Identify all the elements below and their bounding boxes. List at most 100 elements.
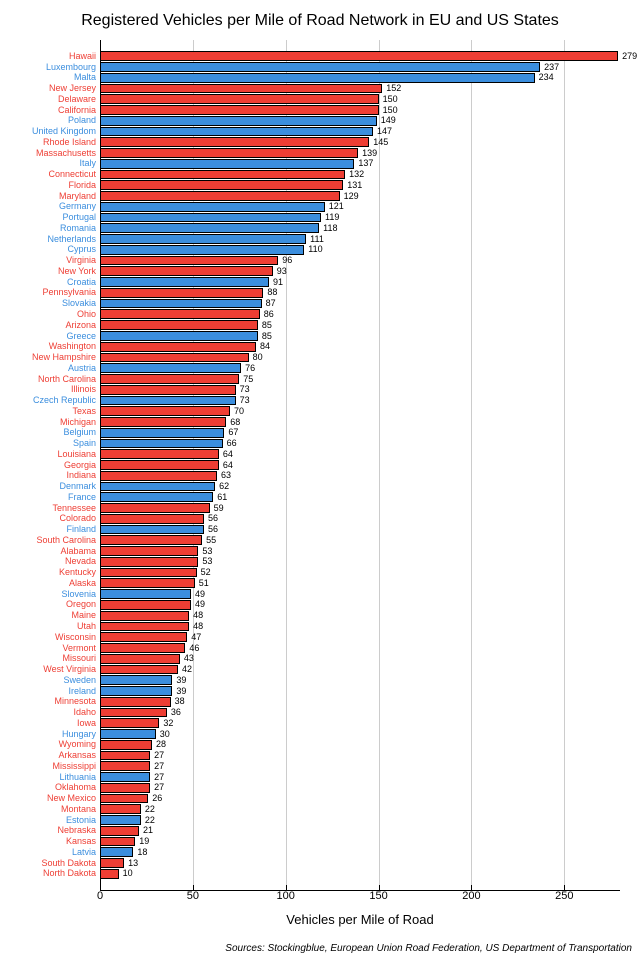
y-axis-label: Slovenia xyxy=(0,589,96,600)
bar-row: Sweden39 xyxy=(100,675,620,686)
y-axis-label: Georgia xyxy=(0,460,96,471)
bar xyxy=(100,869,119,879)
value-label: 19 xyxy=(139,836,149,847)
bar-row: Denmark62 xyxy=(100,481,620,492)
bar-row: Idaho36 xyxy=(100,707,620,718)
y-axis-label: Tennessee xyxy=(0,503,96,514)
y-axis-label: Hungary xyxy=(0,729,96,740)
bar xyxy=(100,342,256,352)
value-label: 76 xyxy=(245,363,255,374)
y-axis-label: Estonia xyxy=(0,815,96,826)
bar xyxy=(100,105,379,115)
value-label: 62 xyxy=(219,481,229,492)
bar xyxy=(100,471,217,481)
bar-row: Wyoming28 xyxy=(100,739,620,750)
x-tick-label: 200 xyxy=(462,890,480,902)
y-axis-label: United Kingdom xyxy=(0,126,96,137)
value-label: 279 xyxy=(622,51,637,62)
bar-row: Pennsylvania88 xyxy=(100,287,620,298)
bar-row: Cyprus110 xyxy=(100,244,620,255)
value-label: 73 xyxy=(240,395,250,406)
y-axis-label: New Hampshire xyxy=(0,352,96,363)
value-label: 48 xyxy=(193,621,203,632)
y-axis-label: Arizona xyxy=(0,320,96,331)
bar-row: Maryland129 xyxy=(100,191,620,202)
value-label: 56 xyxy=(208,524,218,535)
bar xyxy=(100,396,236,406)
y-axis-label: Illinois xyxy=(0,384,96,395)
value-label: 36 xyxy=(171,707,181,718)
bar-row: Finland56 xyxy=(100,524,620,535)
value-label: 150 xyxy=(383,94,398,105)
bar-row: Romania118 xyxy=(100,223,620,234)
bar xyxy=(100,116,377,126)
value-label: 55 xyxy=(206,535,216,546)
y-axis-label: Montana xyxy=(0,804,96,815)
bar-row: Nebraska21 xyxy=(100,825,620,836)
y-axis-label: Kentucky xyxy=(0,567,96,578)
y-axis-label: Slovakia xyxy=(0,298,96,309)
bar-row: Hungary30 xyxy=(100,729,620,740)
bar xyxy=(100,127,373,137)
bar xyxy=(100,223,319,233)
bar-row: North Carolina75 xyxy=(100,374,620,385)
bar xyxy=(100,643,185,653)
bar xyxy=(100,256,278,266)
bar-row: Belgium67 xyxy=(100,427,620,438)
bar-row: South Dakota13 xyxy=(100,858,620,869)
y-axis-label: Minnesota xyxy=(0,696,96,707)
bar-row: Indiana63 xyxy=(100,470,620,481)
value-label: 111 xyxy=(310,234,324,245)
value-label: 47 xyxy=(191,632,201,643)
y-axis-label: Germany xyxy=(0,201,96,212)
y-axis-label: Belgium xyxy=(0,427,96,438)
bar-row: Connecticut132 xyxy=(100,169,620,180)
value-label: 10 xyxy=(123,868,133,879)
bar-row: France61 xyxy=(100,492,620,503)
value-label: 150 xyxy=(383,105,398,116)
value-label: 53 xyxy=(202,556,212,567)
x-tick-label: 100 xyxy=(277,890,295,902)
y-axis-label: South Carolina xyxy=(0,535,96,546)
bar-row: Hawaii279 xyxy=(100,51,620,62)
value-label: 67 xyxy=(228,427,238,438)
value-label: 152 xyxy=(386,83,401,94)
value-label: 13 xyxy=(128,858,138,869)
bar-row: Lithuania27 xyxy=(100,772,620,783)
bar-row: Mississippi27 xyxy=(100,761,620,772)
bar-row: Montana22 xyxy=(100,804,620,815)
bar-row: Texas70 xyxy=(100,406,620,417)
bar xyxy=(100,578,195,588)
bar xyxy=(100,718,159,728)
value-label: 49 xyxy=(195,589,205,600)
bar-row: Arkansas27 xyxy=(100,750,620,761)
bar-row: Rhode Island145 xyxy=(100,137,620,148)
value-label: 129 xyxy=(344,191,359,202)
y-axis-label: New Jersey xyxy=(0,83,96,94)
bar-row: North Dakota10 xyxy=(100,868,620,879)
value-label: 49 xyxy=(195,599,205,610)
bar xyxy=(100,73,535,83)
value-label: 96 xyxy=(282,255,292,266)
bar-row: Ireland39 xyxy=(100,686,620,697)
bar-row: Croatia91 xyxy=(100,277,620,288)
bar xyxy=(100,202,325,212)
y-axis-label: Sweden xyxy=(0,675,96,686)
bar-row: Poland149 xyxy=(100,115,620,126)
bar-row: California150 xyxy=(100,105,620,116)
bar xyxy=(100,353,249,363)
bar-row: Michigan68 xyxy=(100,417,620,428)
y-axis-label: Connecticut xyxy=(0,169,96,180)
bar-row: New Hampshire80 xyxy=(100,352,620,363)
bar-row: Virginia96 xyxy=(100,255,620,266)
bar-row: Oregon49 xyxy=(100,599,620,610)
y-axis-label: Kansas xyxy=(0,836,96,847)
sources-text: Sources: Stockingblue, European Union Ro… xyxy=(225,943,632,954)
y-axis-label: Poland xyxy=(0,115,96,126)
y-axis-label: Oregon xyxy=(0,599,96,610)
bar xyxy=(100,62,540,72)
value-label: 68 xyxy=(230,417,240,428)
value-label: 27 xyxy=(154,750,164,761)
bar xyxy=(100,761,150,771)
bar xyxy=(100,137,369,147)
